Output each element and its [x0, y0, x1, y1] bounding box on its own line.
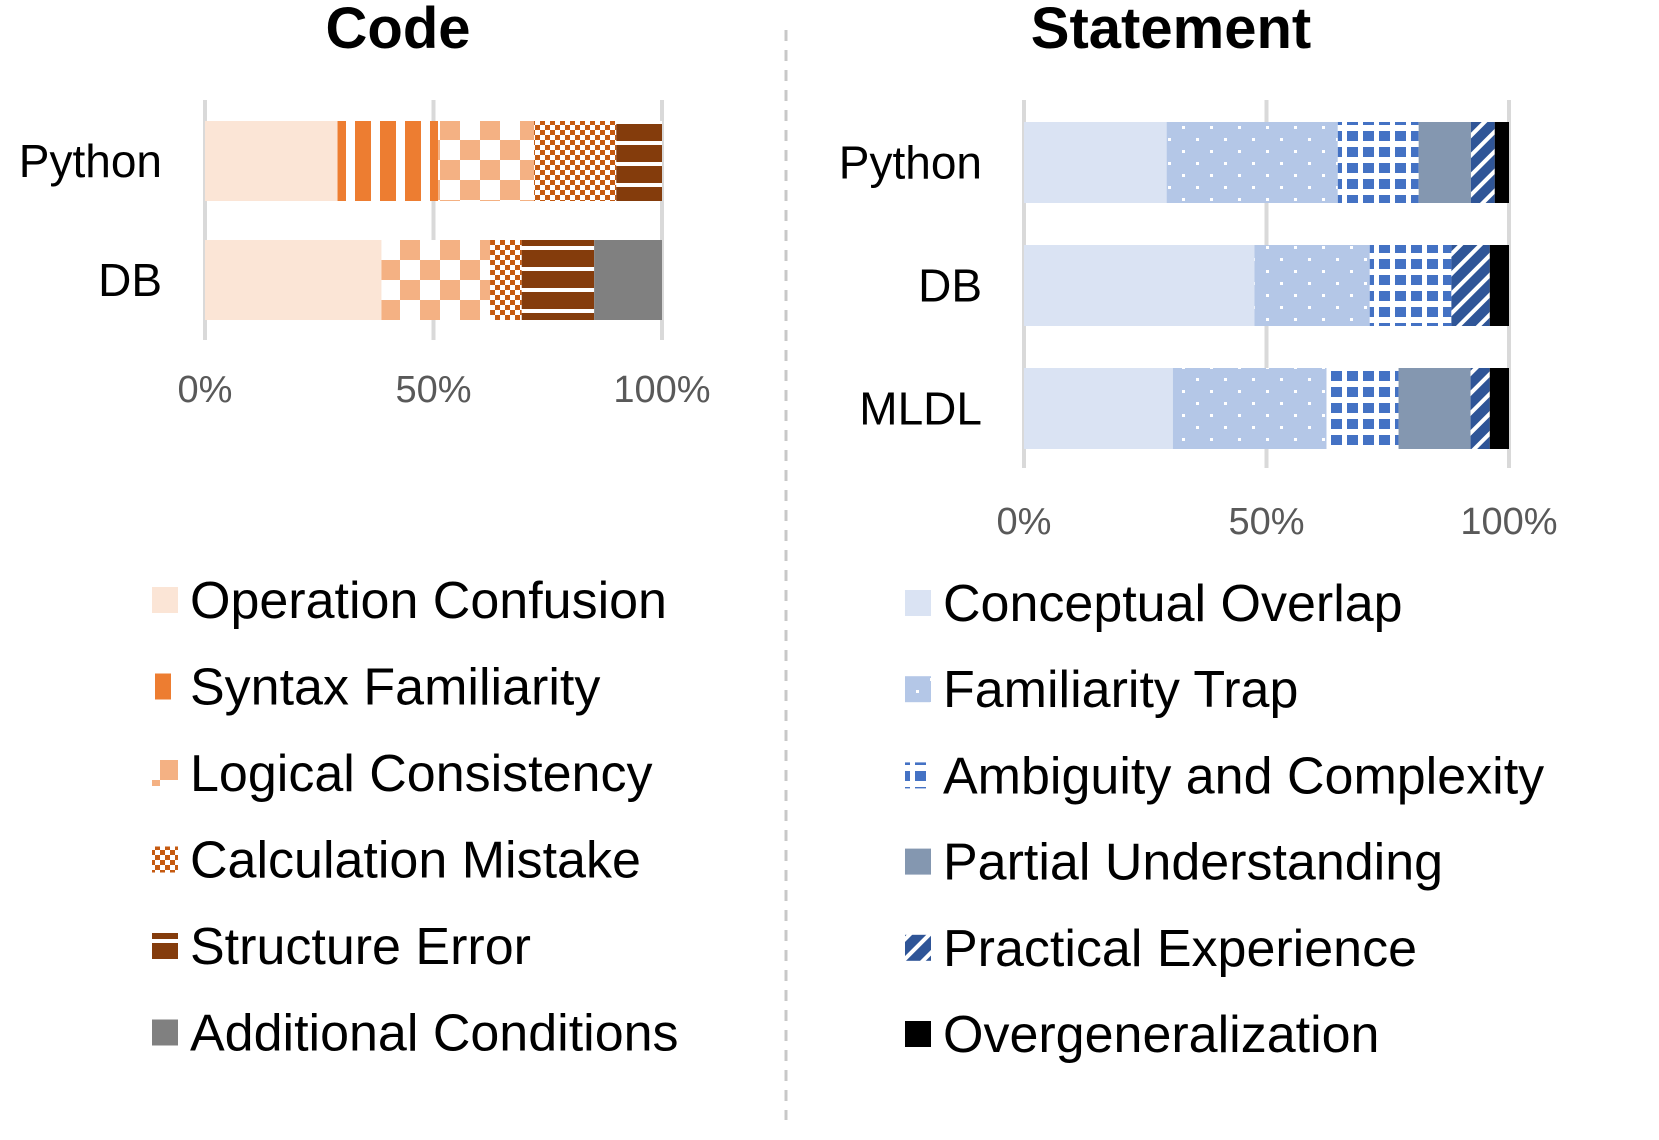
legend-swatch-conceptual-overlap [905, 590, 931, 616]
bar-segment-mldl-familiarity-trap [1172, 368, 1327, 449]
bar-segment-db-overgeneralization [1489, 245, 1509, 326]
legend-label: Partial Understanding [943, 834, 1443, 892]
legend-swatch-logical-consistency [152, 760, 178, 786]
legend-label: Additional Conditions [190, 1005, 679, 1063]
legend-swatch-ambiguity-and-complexity [905, 762, 931, 789]
bar-segment-db-conceptual-overlap [1024, 245, 1255, 326]
legend-label: Overgeneralization [943, 1006, 1379, 1064]
statement-chart: Python DB MLDL 0% 50% 100% Conceptual Overlap F… [839, 100, 1558, 1064]
bar-segment-python-syntax-familiarity [337, 121, 439, 201]
bar-segment-mldl-practical-experience [1470, 368, 1490, 449]
legend-label: Ambiguity and Complexity [943, 747, 1544, 805]
bar-segment-db-ambiguity-and-complexity [1369, 245, 1452, 326]
legend-label: Structure Error [190, 918, 531, 976]
category-label: Python [839, 137, 982, 189]
category-label: Python [19, 135, 162, 187]
bar-segment-python-operation-confusion [205, 121, 338, 201]
bar-segment-mldl-overgeneralization [1489, 368, 1509, 449]
bar-segment-python-familiarity-trap [1166, 122, 1338, 203]
x-tick-label: 50% [1228, 501, 1304, 543]
statement-chart-title: Statement [1031, 0, 1311, 61]
legend-swatch-structure-error [152, 933, 178, 959]
legend-label: Operation Confusion [190, 572, 667, 630]
legend-label: Practical Experience [943, 920, 1417, 978]
legend-label: Logical Consistency [190, 745, 652, 803]
bar-segment-db-calculation-mistake [490, 240, 522, 320]
bar-segment-mldl-partial-understanding [1398, 368, 1471, 449]
bar-segment-db-structure-error [521, 240, 595, 320]
x-tick-label: 100% [613, 369, 710, 411]
bar-segment-python-ambiguity-and-complexity [1337, 122, 1419, 203]
bar-segment-db-familiarity-trap [1254, 245, 1370, 326]
legend-swatch-additional-conditions [152, 1019, 178, 1046]
bar-segment-db-practical-experience [1451, 245, 1490, 326]
x-tick-label: 0% [997, 501, 1052, 543]
legend-label: Calculation Mistake [190, 832, 641, 890]
legend-swatch-practical-experience [905, 934, 931, 961]
x-tick-label: 100% [1460, 501, 1557, 543]
x-tick-label: 0% [178, 369, 233, 411]
bar-segment-db-additional-conditions [594, 240, 662, 320]
bar-segment-python-logical-consistency [438, 121, 535, 201]
x-tick-label: 50% [395, 369, 471, 411]
category-label: DB [918, 260, 982, 312]
code-chart: Python DB 0% 50% 100% Operation Confusion Synt… [19, 100, 711, 1063]
legend-label: Conceptual Overlap [943, 575, 1403, 633]
legend-swatch-overgeneralization [905, 1021, 931, 1047]
bar-segment-db-operation-confusion [205, 240, 382, 320]
bar-segment-python-partial-understanding [1418, 122, 1471, 203]
legend-swatch-partial-understanding [905, 848, 931, 875]
bar-segment-python-practical-experience [1470, 122, 1495, 203]
code-chart-title: Code [326, 0, 471, 61]
bar-segment-python-conceptual-overlap [1024, 122, 1167, 203]
legend-swatch-calculation-mistake [152, 846, 178, 873]
legend-label: Familiarity Trap [943, 661, 1298, 719]
category-label: DB [98, 254, 162, 306]
bar-segment-python-structure-error [616, 121, 662, 201]
legend-swatch-familiarity-trap [905, 676, 931, 703]
bar-segment-python-overgeneralization [1494, 122, 1509, 203]
legend-swatch-operation-confusion [152, 587, 178, 613]
bar-segment-mldl-ambiguity-and-complexity [1326, 368, 1399, 449]
legend-label: Syntax Familiarity [190, 659, 600, 717]
bar-segment-db-logical-consistency [381, 240, 491, 320]
bar-segment-mldl-conceptual-overlap [1024, 368, 1173, 449]
legend-swatch-syntax-familiarity [152, 673, 178, 700]
bar-segment-python-calculation-mistake [534, 121, 617, 201]
category-label: MLDL [859, 383, 982, 435]
